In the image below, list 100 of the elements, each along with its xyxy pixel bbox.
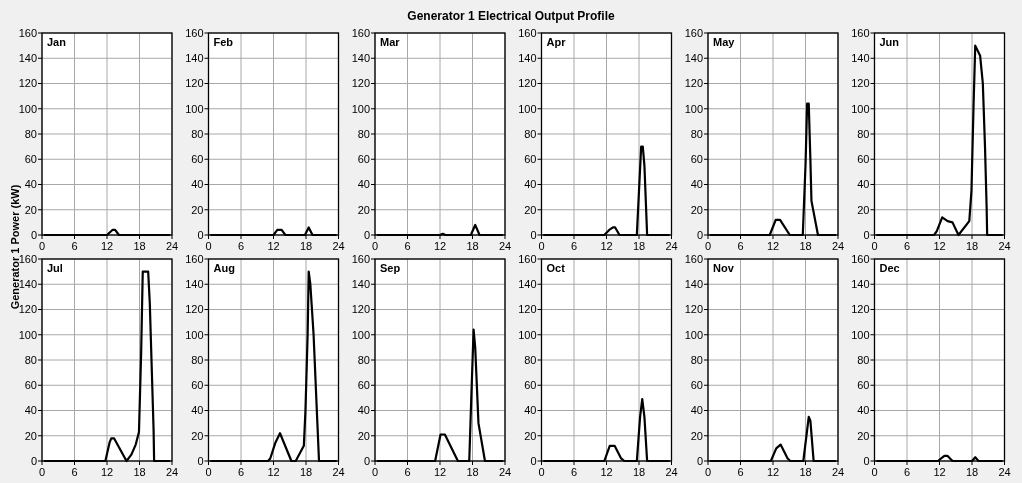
y-tick-label: 140 (851, 278, 870, 291)
y-tick-label: 100 (351, 328, 370, 341)
y-tick-label: 120 (185, 303, 204, 316)
y-tick-label: 0 (30, 454, 37, 467)
y-tick-label: 120 (851, 77, 870, 90)
x-tick-label: 18 (799, 240, 812, 252)
x-tick-label: 24 (998, 466, 1011, 478)
y-tick-label: 140 (18, 52, 37, 65)
chart-title: Oct (546, 262, 566, 274)
x-tick-label: 0 (205, 240, 212, 252)
x-tick-label: 6 (570, 466, 578, 478)
y-tick-label: 140 (351, 278, 370, 291)
y-tick-label: 20 (191, 429, 204, 442)
y-tick-label: 120 (351, 77, 370, 90)
x-tick-label: 12 (766, 466, 780, 478)
y-tick-label: 140 (518, 52, 537, 65)
y-tick-label: 100 (351, 102, 370, 115)
y-tick-label: 80 (524, 127, 537, 140)
y-tick-label: 80 (24, 127, 37, 140)
y-tick-label: 20 (690, 203, 703, 216)
y-tick-label: 160 (851, 252, 870, 265)
y-tick-label: 160 (18, 26, 37, 39)
y-tick-label: 80 (24, 353, 37, 366)
y-tick-label: 40 (191, 178, 204, 191)
y-tick-label: 20 (357, 203, 370, 216)
y-tick-label: 160 (351, 26, 370, 39)
y-tick-label: 80 (857, 353, 870, 366)
x-tick-label: 6 (237, 466, 245, 478)
x-tick-label: 12 (100, 466, 114, 478)
x-tick-label: 18 (299, 240, 313, 252)
y-tick-label: 0 (863, 454, 870, 467)
y-tick-label: 60 (524, 153, 537, 166)
x-tick-label: 0 (205, 466, 212, 478)
y-tick-label: 60 (24, 379, 37, 392)
x-tick-label: 6 (71, 466, 78, 478)
x-tick-label: 0 (38, 466, 46, 478)
y-tick-label: 40 (24, 178, 37, 191)
x-tick-label: 6 (237, 240, 245, 252)
y-tick-label: 40 (357, 404, 370, 417)
y-tick-label: 60 (357, 379, 370, 392)
y-tick-label: 20 (524, 429, 537, 442)
y-tick-label: 140 (351, 52, 370, 65)
x-tick-label: 18 (299, 466, 313, 478)
y-tick-label: 120 (851, 303, 870, 316)
x-tick-label: 12 (933, 466, 946, 478)
x-tick-label: 24 (165, 240, 179, 252)
x-tick-label: 18 (965, 466, 979, 478)
y-tick-label: 80 (191, 127, 204, 140)
y-tick-label: 80 (857, 127, 870, 140)
y-tick-label: 40 (524, 178, 537, 191)
y-tick-label: 40 (857, 404, 870, 417)
y-tick-label: 80 (524, 353, 537, 366)
chart-title: May (713, 36, 736, 48)
y-tick-label: 0 (197, 454, 204, 467)
x-tick-label: 12 (600, 240, 613, 252)
x-tick-label: 0 (538, 240, 545, 252)
x-tick-label: 18 (799, 466, 812, 478)
x-tick-label: 0 (38, 240, 46, 252)
y-tick-label: 140 (851, 52, 870, 65)
y-tick-label: 100 (684, 328, 703, 341)
y-tick-label: 160 (684, 252, 703, 265)
y-tick-label: 20 (357, 429, 370, 442)
y-tick-label: 120 (185, 77, 204, 90)
chart-title: Jul (47, 262, 63, 274)
x-tick-label: 12 (100, 240, 114, 252)
y-tick-label: 160 (185, 26, 204, 39)
y-tick-label: 0 (530, 228, 537, 241)
chart-title: Feb (213, 36, 234, 48)
x-tick-label: 18 (133, 466, 146, 478)
x-tick-label: 24 (665, 466, 678, 478)
x-tick-label: 12 (766, 240, 780, 252)
y-tick-label: 60 (24, 153, 37, 166)
x-tick-label: 12 (267, 466, 280, 478)
x-tick-label: 6 (71, 240, 78, 252)
y-tick-label: 40 (690, 404, 703, 417)
y-tick-label: 80 (357, 127, 370, 140)
y-tick-label: 100 (851, 328, 870, 341)
y-tick-label: 20 (191, 203, 204, 216)
y-tick-label: 0 (696, 454, 703, 467)
y-tick-label: 20 (857, 429, 870, 442)
x-tick-label: 12 (600, 466, 613, 478)
x-tick-label: 0 (371, 466, 379, 478)
y-tick-label: 100 (18, 102, 37, 115)
x-tick-label: 12 (933, 240, 946, 252)
y-tick-label: 40 (191, 404, 204, 417)
y-tick-label: 60 (857, 379, 870, 392)
y-tick-label: 100 (185, 328, 204, 341)
y-tick-label: 20 (24, 429, 37, 442)
chart-title: Aug (213, 262, 235, 274)
y-tick-label: 80 (690, 353, 703, 366)
x-tick-label: 0 (371, 240, 379, 252)
y-tick-label: 60 (690, 379, 703, 392)
x-tick-label: 24 (332, 466, 345, 478)
y-tick-label: 120 (518, 77, 537, 90)
x-tick-label: 18 (466, 466, 479, 478)
x-tick-label: 6 (903, 240, 911, 252)
y-tick-label: 100 (518, 328, 537, 341)
y-tick-label: 120 (18, 303, 37, 316)
y-tick-label: 140 (185, 52, 204, 65)
y-tick-label: 0 (530, 454, 537, 467)
